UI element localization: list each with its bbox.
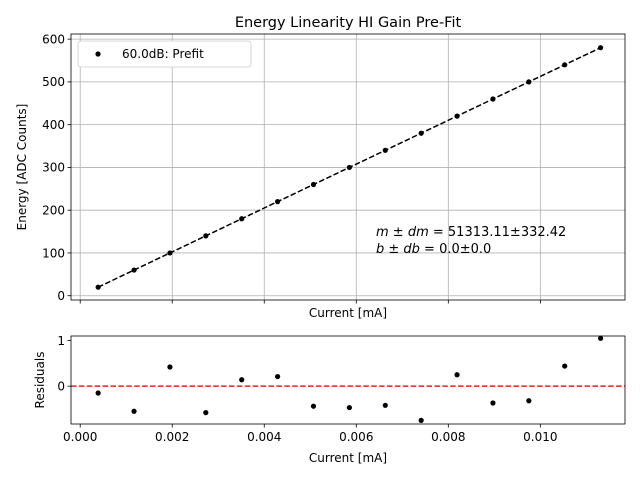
residual-point-1 xyxy=(131,408,137,414)
residual-point-2 xyxy=(167,364,173,370)
residual-point-0 xyxy=(95,390,101,396)
bottom-y-tick-label-0: 0 xyxy=(57,379,65,393)
top-x-axis-label: Current [mA] xyxy=(309,306,387,320)
data-point-2 xyxy=(167,250,173,256)
legend-box xyxy=(77,40,252,68)
bottom-y-tick-label-1: 1 xyxy=(57,334,65,348)
residual-point-10 xyxy=(454,372,460,378)
bottom-x-axis-label: Current [mA] xyxy=(309,451,387,465)
data-point-9 xyxy=(418,130,424,136)
top-y-tick-label-6: 600 xyxy=(42,32,65,46)
data-point-3 xyxy=(203,233,209,239)
data-point-10 xyxy=(454,113,460,119)
bottom-x-tick-label-1: 0.002 xyxy=(155,430,189,444)
bottom-plot-frame xyxy=(70,335,626,425)
legend: 60.0dB: Prefit xyxy=(77,40,252,68)
data-point-8 xyxy=(382,147,388,153)
data-point-1 xyxy=(131,267,137,273)
chart-title: Energy Linearity HI Gain Pre-Fit xyxy=(235,15,462,31)
data-point-11 xyxy=(490,96,496,102)
top-y-tick-label-4: 400 xyxy=(42,118,65,132)
bottom-x-tick-label-0: 0.000 xyxy=(63,430,97,444)
bottom-x-tick-label-5: 0.010 xyxy=(523,430,557,444)
data-point-4 xyxy=(239,216,245,222)
top-y-tick-label-0: 0 xyxy=(57,289,65,303)
residual-point-14 xyxy=(598,335,604,341)
legend-marker xyxy=(95,51,101,57)
top-axis-ticks: 0 100 200 300 400 500 600 xyxy=(42,32,541,304)
annotation-intercept-value: = 0.0±0.0 xyxy=(420,242,491,257)
data-point-13 xyxy=(562,62,568,68)
top-y-tick-label-1: 100 xyxy=(42,246,65,260)
fit-annotation: m ± dm = 51313.11±332.42 b ± db = 0.0±0.… xyxy=(376,225,566,257)
annotation-slope-value: = 51313.11±332.42 xyxy=(429,225,567,240)
data-point-14 xyxy=(598,45,604,51)
data-point-12 xyxy=(526,79,532,85)
top-y-tick-label-5: 500 xyxy=(42,75,65,89)
legend-entry-prefit: 60.0dB: Prefit xyxy=(122,47,204,61)
top-points xyxy=(95,45,604,290)
bottom-x-tick-label-3: 0.006 xyxy=(339,430,373,444)
data-point-7 xyxy=(346,164,352,171)
residual-point-7 xyxy=(346,404,352,411)
residual-point-4 xyxy=(239,377,245,383)
top-y-axis-label: Energy [ADC Counts] xyxy=(15,104,29,231)
top-plot-frame xyxy=(70,33,626,301)
residual-point-8 xyxy=(382,402,388,408)
top-y-tick-label-2: 200 xyxy=(42,203,65,217)
residual-point-5 xyxy=(274,373,281,380)
data-point-0 xyxy=(95,284,101,290)
residual-point-9 xyxy=(418,417,424,423)
bottom-y-axis-label: Residuals xyxy=(33,352,47,409)
top-y-tick-label-3: 300 xyxy=(42,161,65,175)
bottom-x-tick-label-4: 0.008 xyxy=(431,430,465,444)
residual-point-3 xyxy=(203,410,209,416)
data-point-6 xyxy=(310,181,317,188)
residual-points xyxy=(95,335,604,423)
residual-point-13 xyxy=(562,363,568,369)
residual-point-12 xyxy=(526,398,532,404)
residual-point-6 xyxy=(310,403,317,409)
annotation-slope-symbol: m ± dm xyxy=(376,225,429,240)
data-point-5 xyxy=(274,199,281,205)
annotation-line-intercept: b ± db = 0.0±0.0 xyxy=(376,242,491,257)
top-grid xyxy=(71,34,625,300)
bottom-axis-ticks: 0.000 0.002 0.004 0.006 0.008 0.010 0 1 xyxy=(57,334,557,444)
residual-point-11 xyxy=(490,400,496,406)
bottom-x-tick-label-2: 0.004 xyxy=(247,430,281,444)
annotation-intercept-symbol: b ± db xyxy=(376,242,420,257)
annotation-line-slope: m ± dm = 51313.11±332.42 xyxy=(376,225,566,240)
